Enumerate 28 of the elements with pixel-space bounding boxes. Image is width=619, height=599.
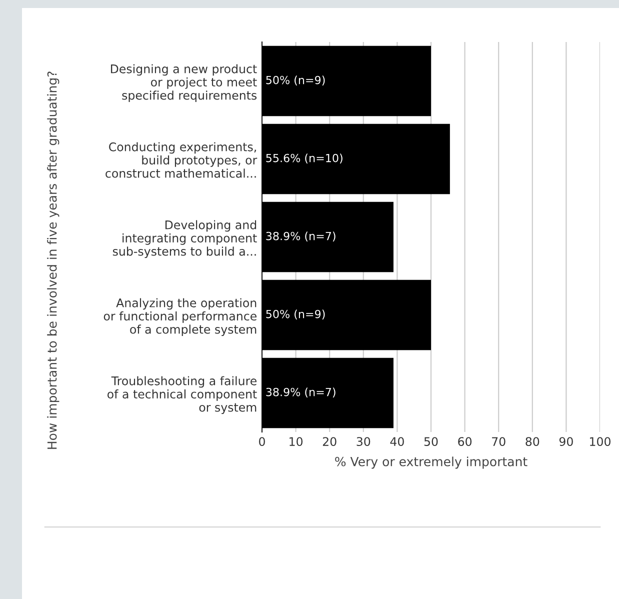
data-label: 38.9% (n=7) [266,232,336,242]
data-label: 50% (n=9) [266,310,325,320]
data-label: 50% (n=9) [266,76,325,86]
y-axis-title: How important to be involved in five years after graduating? [47,72,60,449]
y-tick-label: Conducting experiments, build prototypes, or construct mathematical... [106,142,258,178]
bar [262,202,394,272]
x-tick-label: 40 [390,437,404,446]
x-tick-label: 70 [492,437,506,446]
x-tick-label: 80 [526,437,540,446]
data-label: 38.9% (n=7) [266,388,336,398]
x-tick-label: 30 [356,437,370,446]
data-label: 55.6% (n=10) [266,154,342,164]
x-tick-label: 20 [322,437,336,446]
bar [262,280,431,350]
x-axis-title: % Very or extremely important [335,456,528,469]
bar [262,358,394,428]
y-tick-label: Troubleshooting a failure of a technical component or system [108,376,257,414]
x-tick-label: 10 [290,437,303,446]
x-tick-label: 60 [458,437,472,446]
y-tick-label: Developing and integrating component sub-systems to build a... [112,220,257,258]
bar [262,46,431,116]
x-tick-label: 0 [259,437,265,446]
y-tick-label: Designing a new product or project to meet specified requirements [110,64,257,102]
x-tick-label: 100 [590,437,610,446]
y-tick-label: Analyzing the operation or functional performance of a complete system [104,298,257,336]
bar [262,124,450,194]
x-tick-label: 90 [559,437,573,446]
x-tick-label: 50 [424,437,438,446]
